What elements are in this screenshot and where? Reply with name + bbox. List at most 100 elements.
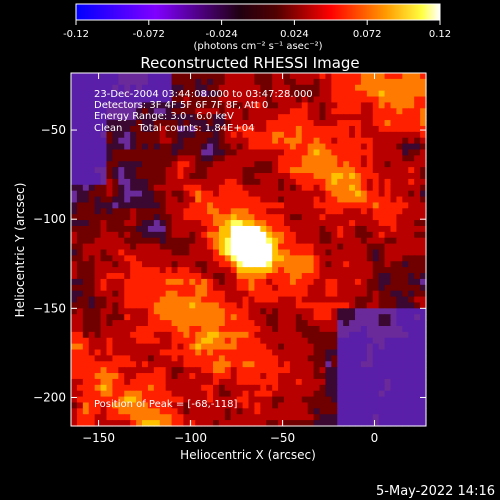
- heatmap-cell: [147, 225, 155, 233]
- heatmap-cell: [360, 255, 368, 262]
- heatmap-cell: [224, 384, 232, 392]
- heatmap-cell: [343, 96, 350, 104]
- heatmap-cell: [319, 225, 327, 233]
- heatmap-cell: [112, 408, 119, 415]
- heatmap-cell: [319, 190, 327, 198]
- heatmap-cell: [213, 349, 220, 356]
- heatmap-cell: [112, 273, 119, 280]
- heatmap-cell: [337, 149, 344, 156]
- heatmap-cell: [307, 120, 315, 127]
- heatmap-cell: [390, 290, 398, 298]
- heatmap-cell: [82, 125, 90, 133]
- heatmap-cell: [213, 278, 220, 286]
- heatmap-cell: [213, 390, 220, 398]
- heatmap-cell: [295, 214, 303, 221]
- heatmap-cell: [224, 302, 232, 309]
- heatmap-cell: [76, 149, 84, 156]
- heatmap-cell: [177, 267, 185, 274]
- heatmap-cell: [112, 390, 119, 398]
- heatmap-cell: [207, 202, 214, 209]
- heatmap-cell: [230, 90, 238, 98]
- heatmap-cell: [124, 202, 131, 209]
- heatmap-cell: [94, 320, 102, 327]
- heatmap-cell: [325, 208, 332, 215]
- heatmap-cell: [171, 190, 179, 198]
- heatmap-cell: [372, 125, 380, 133]
- heatmap-cell: [112, 261, 119, 268]
- heatmap-cell: [236, 73, 244, 80]
- heatmap-cell: [147, 120, 155, 127]
- heatmap-cell: [153, 296, 161, 304]
- heatmap-cell: [248, 296, 256, 304]
- heatmap-cell: [118, 208, 125, 215]
- heatmap-cell: [360, 231, 368, 239]
- heatmap-cell: [201, 267, 208, 274]
- heatmap-cell: [402, 78, 409, 86]
- heatmap-cell: [201, 96, 208, 104]
- heatmap-cell: [384, 243, 392, 251]
- heatmap-cell: [266, 231, 273, 239]
- heatmap-cell: [396, 131, 403, 139]
- heatmap-cell: [142, 155, 149, 162]
- heatmap-cell: [414, 90, 421, 98]
- heatmap-cell: [71, 90, 78, 98]
- heatmap-cell: [106, 102, 114, 109]
- heatmap-cell: [224, 378, 232, 386]
- heatmap-cell: [142, 190, 149, 198]
- heatmap-cell: [207, 237, 214, 245]
- heatmap-cell: [177, 414, 185, 421]
- heatmap-cell: [159, 137, 167, 145]
- heatmap-cell: [284, 396, 291, 404]
- heatmap-cell: [171, 184, 179, 192]
- heatmap-cell: [319, 343, 327, 351]
- heatmap-cell: [171, 402, 179, 409]
- heatmap-cell: [301, 90, 309, 98]
- heatmap-cell: [378, 161, 386, 168]
- heatmap-cell: [201, 225, 208, 233]
- heatmap-cell: [159, 84, 167, 92]
- heatmap-cell: [266, 214, 273, 221]
- heatmap-cell: [319, 184, 327, 192]
- heatmap-cell: [349, 220, 356, 227]
- heatmap-cell: [82, 325, 90, 333]
- heatmap-cell: [420, 261, 427, 268]
- heatmap-cell: [254, 355, 261, 362]
- heatmap-cell: [106, 378, 114, 386]
- heatmap-cell: [118, 408, 125, 415]
- heatmap-cell: [171, 178, 179, 186]
- heatmap-cell: [218, 378, 226, 386]
- heatmap-cell: [124, 349, 131, 356]
- heatmap-cell: [124, 396, 131, 404]
- heatmap-cell: [118, 184, 125, 192]
- heatmap-cell: [230, 161, 238, 168]
- heatmap-cell: [325, 273, 332, 280]
- heatmap-cell: [325, 243, 332, 251]
- heatmap-cell: [165, 255, 173, 262]
- heatmap-cell: [343, 314, 350, 321]
- heatmap-cell: [230, 202, 238, 209]
- heatmap-cell: [147, 349, 155, 356]
- heatmap-cell: [420, 102, 427, 109]
- heatmap-cell: [295, 396, 303, 404]
- heatmap-cell: [289, 214, 297, 221]
- heatmap-cell: [331, 249, 338, 256]
- heatmap-cell: [130, 396, 137, 404]
- heatmap-cell: [402, 420, 409, 427]
- heatmap-cell: [183, 302, 190, 309]
- heatmap-cell: [402, 337, 409, 345]
- heatmap-cell: [331, 420, 338, 427]
- heatmap-cell: [384, 149, 392, 156]
- heatmap-cell: [272, 178, 279, 186]
- heatmap-cell: [142, 120, 149, 127]
- heatmap-cell: [218, 255, 226, 262]
- heatmap-cell: [307, 367, 315, 374]
- heatmap-cell: [248, 220, 256, 227]
- heatmap-cell: [301, 273, 309, 280]
- heatmap-cell: [254, 184, 261, 192]
- heatmap-cell: [289, 161, 297, 168]
- heatmap-cell: [390, 143, 398, 151]
- heatmap-cell: [236, 202, 244, 209]
- heatmap-cell: [71, 78, 78, 86]
- heatmap-cell: [337, 408, 344, 415]
- heatmap-cell: [349, 196, 356, 204]
